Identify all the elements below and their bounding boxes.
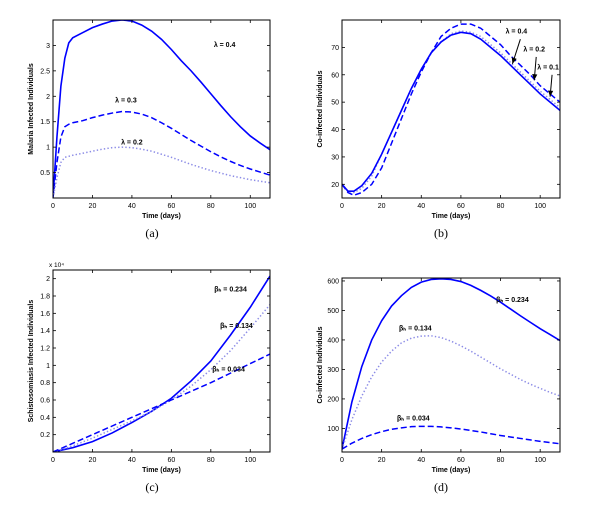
x-tick-label-1-3: 40 <box>128 203 136 210</box>
y-tick-label-1-2: 1 <box>46 145 50 152</box>
y-tick-label-3-5: 1 <box>46 363 50 370</box>
y-tick-label-2-5: 60 <box>331 72 339 79</box>
series-line-1-3 <box>53 146 270 198</box>
y-tick-label-1-1: 0.5 <box>40 170 50 177</box>
y-tick-label-3-7: 1.4 <box>40 328 50 335</box>
y-tick-label-4-6: 600 <box>327 278 339 285</box>
series-line-2-3 <box>342 31 560 192</box>
chart-panel-2: 0 20 40 60 80 100 20 30 40 50 60 70 Time (days) Co-in… <box>317 19 561 240</box>
x-tick-label-4-4: 60 <box>457 457 465 464</box>
x-axis-label-3: Time (days) <box>142 467 181 474</box>
y-axis-label-1: Malaria Infected Individuals <box>28 63 35 155</box>
series-line-4-3 <box>342 425 560 450</box>
y-tick-label-1-4: 2 <box>46 94 50 101</box>
x-tick-label-2-4: 60 <box>457 203 465 210</box>
curve-label-3-1: βₕ = 0.234 <box>214 287 247 294</box>
curve-label-2-2: λ = 0.2 <box>523 45 545 53</box>
curve-label-3-3: βₕ = 0.034 <box>212 366 245 373</box>
y-axis-label-3: Schistosomiasis Infected Individuals <box>28 300 35 423</box>
series-line-2-1 <box>342 23 560 197</box>
x-tick-label-3-1: 0 <box>51 457 55 464</box>
x-tick-label-2-2: 20 <box>378 203 386 210</box>
y-tick-label-3-8: 1.6 <box>40 311 50 318</box>
x-tick-label-1-2: 20 <box>89 203 97 210</box>
y-axis-label-2: Co-infected Individuals <box>317 70 324 147</box>
y-axis-label-4: Co-infected Individuals <box>317 326 324 403</box>
curve-label-2-3: λ = 0.1 <box>537 63 559 71</box>
plot-frame-4 <box>341 277 561 453</box>
x-tick-label-4-6: 100 <box>534 457 546 464</box>
y-tick-label-2-1: 20 <box>331 182 339 189</box>
x-tick-label-2-1: 0 <box>340 203 344 210</box>
curve-label-3-2: βₕ = 0.134 <box>220 323 253 330</box>
x-tick-label-1-4: 60 <box>167 203 175 210</box>
plot-frame-2 <box>341 19 561 199</box>
curve-label-4-2: βₕ = 0.134 <box>399 325 432 332</box>
panel-caption-2: (b) <box>434 226 448 240</box>
x-axis-label-2: Time (days) <box>432 213 471 220</box>
y-tick-label-3-4: 0.8 <box>40 380 50 387</box>
x-tick-label-2-6: 100 <box>534 203 546 210</box>
x-tick-label-3-5: 80 <box>207 457 215 464</box>
y-tick-label-1-6: 3 <box>46 43 50 50</box>
plot-frame-3 <box>52 269 271 453</box>
panel-caption-3: (c) <box>145 480 158 494</box>
y-tick-label-3-3: 0.6 <box>40 398 50 405</box>
x-tick-label-3-3: 40 <box>128 457 136 464</box>
x-tick-label-3-6: 100 <box>244 457 256 464</box>
curve-label-4-3: βₕ = 0.034 <box>397 415 430 422</box>
x-axis-label-4: Time (days) <box>432 467 471 474</box>
y-tick-label-4-1: 100 <box>327 426 339 433</box>
panel-caption-1: (a) <box>145 226 158 240</box>
x-tick-label-1-5: 80 <box>207 203 215 210</box>
x-axis-label-1: Time (days) <box>142 213 181 220</box>
plot-frame-1 <box>52 19 271 199</box>
y-tick-label-4-3: 300 <box>327 367 339 374</box>
curve-label-2-1: λ = 0.4 <box>506 28 528 36</box>
chart-panel-1: 0 20 40 60 80 100 0.5 1 1.5 2 2.5 3 Time (days) Malar… <box>28 19 271 240</box>
x-tick-label-4-5: 80 <box>497 457 505 464</box>
y-tick-label-3-6: 1.2 <box>40 346 50 353</box>
y-tick-label-3-10: 2 <box>46 276 50 283</box>
chart-panel-3: 0 20 40 60 80 100 0.2 0.4 0.6 0.8 1 1.2 1.4 1.6 1.8 2 x … <box>28 262 271 494</box>
x-tick-label-3-2: 20 <box>89 457 97 464</box>
series-line-1-2 <box>53 110 270 198</box>
annotation-arrowhead-2-3 <box>548 90 554 97</box>
y-tick-label-2-4: 50 <box>331 100 339 107</box>
x-tick-label-4-1: 0 <box>340 457 344 464</box>
x-tick-label-2-5: 80 <box>497 203 505 210</box>
y-multiplier-label: x 10⁴ <box>49 262 64 269</box>
y-tick-label-4-4: 400 <box>327 337 339 344</box>
x-tick-label-4-3: 40 <box>417 457 425 464</box>
y-tick-label-2-2: 30 <box>331 154 339 161</box>
y-tick-label-2-6: 70 <box>331 45 339 52</box>
x-tick-label-4-2: 20 <box>378 457 386 464</box>
y-tick-label-3-1: 0.2 <box>40 432 50 439</box>
chart-panel-4: 0 20 40 60 80 100 100 200 300 400 500 600 Time (days… <box>317 277 561 494</box>
curve-label-1-2: λ = 0.3 <box>115 96 137 104</box>
series-line-4-2 <box>342 335 560 450</box>
y-tick-label-3-2: 0.4 <box>40 415 50 422</box>
y-tick-label-3-9: 1.8 <box>40 294 50 301</box>
x-tick-label-2-3: 40 <box>417 203 425 210</box>
x-tick-label-1-6: 100 <box>244 203 256 210</box>
y-tick-label-2-3: 40 <box>331 127 339 134</box>
x-tick-label-3-4: 60 <box>167 457 175 464</box>
series-line-4-1 <box>342 278 560 450</box>
y-tick-label-1-3: 1.5 <box>40 119 50 126</box>
curve-label-1-3: λ = 0.2 <box>121 139 143 147</box>
curve-label-1-1: λ = 0.4 <box>214 41 236 49</box>
series-line-1-1 <box>53 20 270 198</box>
curve-label-4-1: βₕ = 0.234 <box>496 297 529 304</box>
y-tick-label-1-5: 2.5 <box>40 68 50 75</box>
y-tick-label-4-5: 500 <box>327 308 339 315</box>
series-line-3-1 <box>53 275 270 452</box>
series-line-3-3 <box>53 353 270 452</box>
y-tick-label-4-2: 200 <box>327 396 339 403</box>
annotation-arrowhead-2-1 <box>511 57 517 64</box>
annotation-arrowhead-2-2 <box>532 74 538 81</box>
x-tick-label-1-1: 0 <box>51 203 55 210</box>
panel-caption-4: (d) <box>434 480 448 494</box>
